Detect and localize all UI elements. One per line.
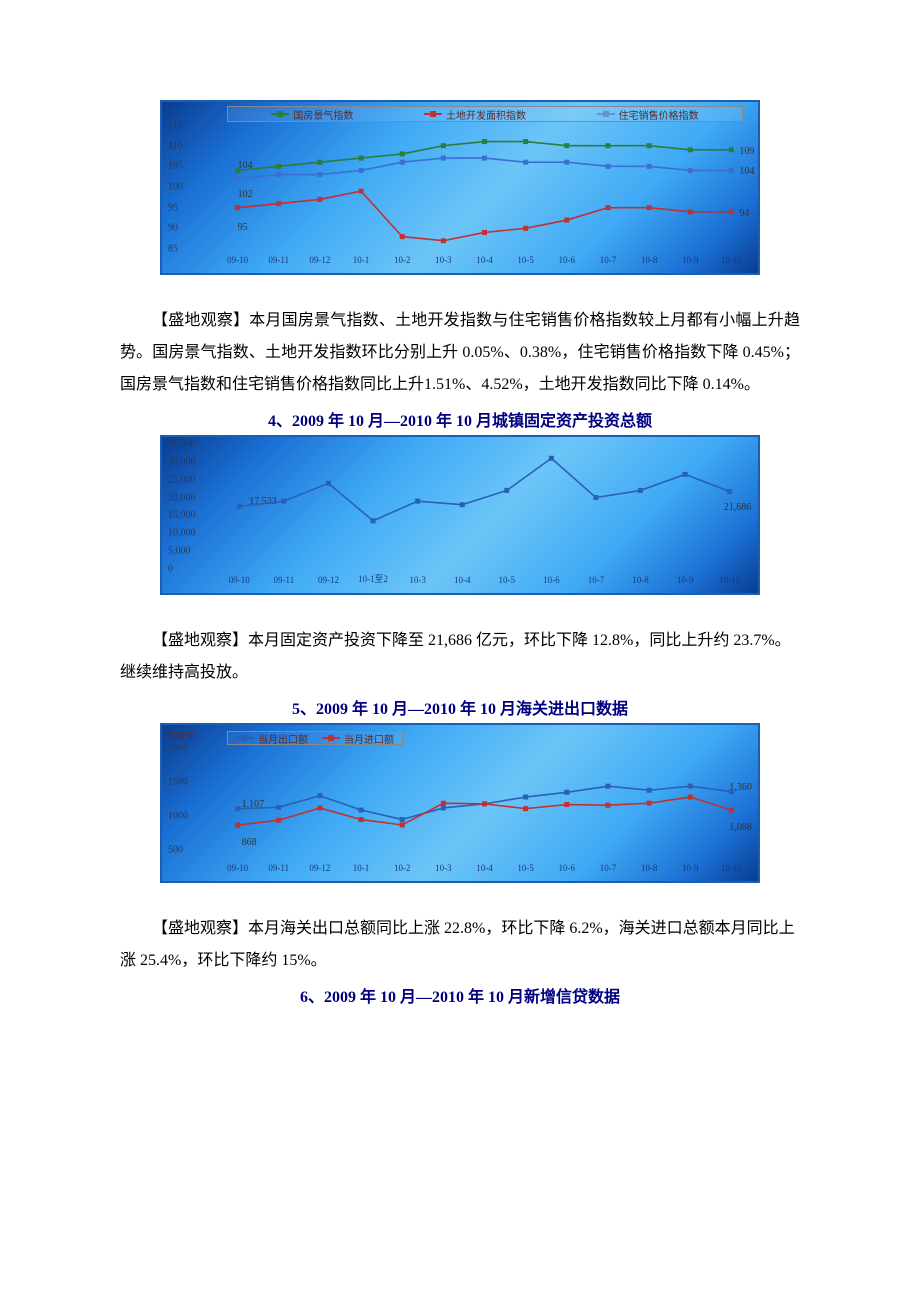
- document-page: 国房景气指数土地开发面积指数住宅销售价格指数859095100105110115…: [0, 0, 920, 1071]
- y-tick-label: 1500: [168, 777, 188, 788]
- x-tick-label: 10-9: [682, 863, 699, 873]
- x-tick-label: 10-2: [394, 863, 411, 873]
- commentary-3: 【盛地观察】本月海关出口总额同比上涨 22.8%，环比下降 6.2%，海关进口总…: [120, 913, 800, 977]
- y-tick-label: 15,000: [168, 510, 196, 521]
- x-tick-label: 10-10: [719, 575, 740, 585]
- y-tick-label: 95: [168, 202, 178, 213]
- chart3-wrap: 亿美元当月出口额当月进口额50010001500200009-1009-1109…: [120, 723, 800, 883]
- x-tick-label: 10-3: [435, 863, 452, 873]
- x-tick-label: 10-1: [353, 863, 370, 873]
- x-tick-label: 09-11: [268, 255, 289, 265]
- chart2-wrap: 0 5,000 10,000 15,000 20,000 25,000 30,000 35,0…: [120, 435, 800, 595]
- commentary-2: 【盛地观察】本月固定资产投资下降至 21,686 亿元，环比下降 12.8%，同…: [120, 625, 800, 689]
- y-tick-label: 2000: [168, 743, 188, 754]
- x-tick-label: 10-10: [721, 255, 742, 265]
- y-tick-label: 105: [168, 161, 183, 172]
- y-tick-label: 10,000: [168, 528, 196, 539]
- chart1: 国房景气指数土地开发面积指数住宅销售价格指数859095100105110115…: [160, 100, 760, 275]
- x-tick-label: 09-12: [309, 863, 330, 873]
- x-tick-label: 10-5: [517, 255, 534, 265]
- chart1-wrap: 国房景气指数土地开发面积指数住宅销售价格指数859095100105110115…: [120, 100, 800, 275]
- chart3: 亿美元当月出口额当月进口额50010001500200009-1009-1109…: [160, 723, 760, 883]
- section-title-5: 5、2009 年 10 月—2010 年 10 月海关进出口数据: [120, 695, 800, 719]
- x-tick-label: 09-10: [229, 575, 250, 585]
- x-tick-label: 09-10: [227, 255, 248, 265]
- y-tick-label: 115: [168, 120, 183, 131]
- y-tick-label: 25,000: [168, 474, 196, 485]
- x-tick-label: 10-3: [435, 255, 452, 265]
- x-tick-label: 10-7: [600, 255, 617, 265]
- y-tick-label: 35,000: [168, 439, 196, 450]
- y-tick-label: 20,000: [168, 492, 196, 503]
- x-tick-label: 10-4: [476, 255, 493, 265]
- y-tick-label: 5,000: [168, 546, 191, 557]
- y-tick-label: 100: [168, 182, 183, 193]
- x-tick-label: 10-1至2: [358, 572, 388, 585]
- x-tick-label: 10-4: [454, 575, 471, 585]
- x-tick-label: 10-1: [353, 255, 370, 265]
- section-title-4: 4、2009 年 10 月—2010 年 10 月城镇固定资产投资总额: [120, 407, 800, 431]
- x-tick-label: 10-8: [632, 575, 649, 585]
- x-tick-label: 10-5: [517, 863, 534, 873]
- x-tick-label: 10-3: [409, 575, 426, 585]
- x-tick-label: 10-6: [559, 863, 576, 873]
- y-tick-label: 0: [168, 564, 173, 575]
- x-tick-label: 10-8: [641, 255, 658, 265]
- y-tick-label: 1000: [168, 811, 188, 822]
- y-tick-label: 90: [168, 223, 178, 234]
- commentary-1: 【盛地观察】本月国房景气指数、土地开发指数与住宅销售价格指数较上月都有小幅上升趋…: [120, 305, 800, 401]
- x-tick-label: 10-7: [588, 575, 605, 585]
- y-axis-unit: 亿美元: [168, 729, 195, 742]
- y-tick-label: 500: [168, 845, 183, 856]
- x-tick-label: 10-9: [682, 255, 699, 265]
- y-tick-label: 110: [168, 140, 183, 151]
- x-tick-label: 10-9: [677, 575, 694, 585]
- x-tick-label: 10-6: [559, 255, 576, 265]
- y-tick-label: 30,000: [168, 456, 196, 467]
- x-tick-label: 10-8: [641, 863, 658, 873]
- x-tick-label: 10-10: [721, 863, 742, 873]
- x-tick-label: 09-11: [274, 575, 295, 585]
- x-tick-label: 09-12: [318, 575, 339, 585]
- chart2: 0 5,000 10,000 15,000 20,000 25,000 30,000 35,0…: [160, 435, 760, 595]
- x-tick-label: 10-4: [476, 863, 493, 873]
- y-tick-label: 85: [168, 244, 178, 255]
- x-tick-label: 10-5: [499, 575, 516, 585]
- x-tick-label: 10-2: [394, 255, 411, 265]
- x-tick-label: 09-11: [268, 863, 289, 873]
- x-tick-label: 09-12: [309, 255, 330, 265]
- x-tick-label: 09-10: [227, 863, 248, 873]
- section-title-6: 6、2009 年 10 月—2010 年 10 月新增信贷数据: [120, 983, 800, 1007]
- x-tick-label: 10-7: [600, 863, 617, 873]
- x-tick-label: 10-6: [543, 575, 560, 585]
